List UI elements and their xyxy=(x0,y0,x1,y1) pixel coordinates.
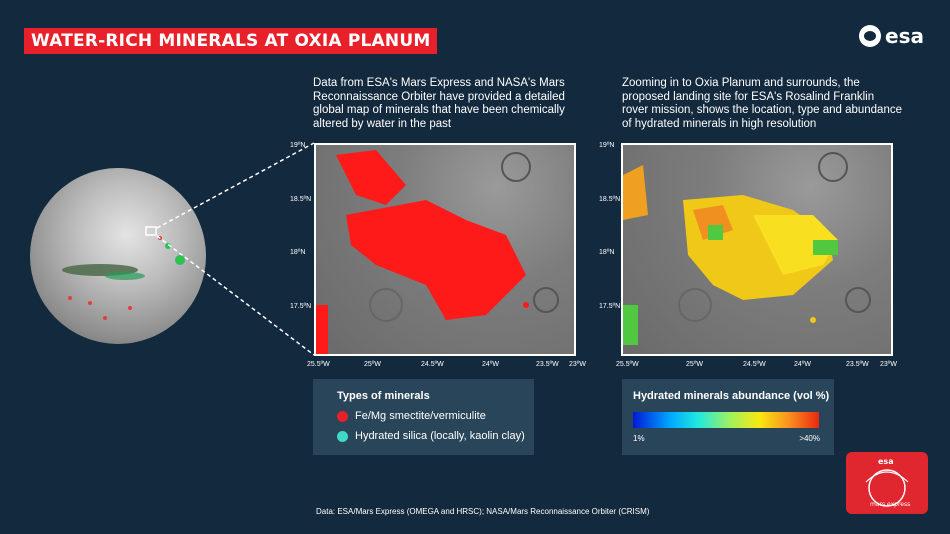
map1-lat-label: 18.5ºN xyxy=(290,196,312,203)
page-title: WATER-RICH MINERALS AT OXIA PLANUM xyxy=(31,31,431,51)
map1-lon-label: 25.5ºW xyxy=(307,361,330,368)
esa-logo-text: esa xyxy=(885,24,924,48)
mineral-types-overlay xyxy=(316,150,559,354)
mars-globe-features xyxy=(62,226,185,320)
badge-mission-text: mars express xyxy=(870,501,910,508)
mars-express-badge: esa mars express xyxy=(846,452,928,514)
map1-lat-label: 18ºN xyxy=(290,249,306,256)
map2-lon-label: 25ºW xyxy=(686,361,703,368)
map2-lat-label: 18ºN xyxy=(599,249,615,256)
mineral-abundance-map xyxy=(621,143,893,356)
scale-min-label: 1% xyxy=(633,434,645,443)
map2-lon-label: 23.5ºW xyxy=(846,361,869,368)
mineral-types-legend: Types of minerals Fe/Mg smectite/vermicu… xyxy=(313,379,534,455)
legend-types-heading: Types of minerals xyxy=(337,390,430,402)
data-credit: Data: ESA/Mars Express (OMEGA and HRSC);… xyxy=(316,507,650,516)
map2-lon-label: 24.5ºW xyxy=(743,361,766,368)
legend-item: Fe/Mg smectite/vermiculite xyxy=(337,410,486,422)
map1-lat-label: 17.5ºN xyxy=(290,303,312,310)
mineral-types-map xyxy=(314,143,576,356)
smectite-swatch xyxy=(337,410,348,422)
abundance-legend: Hydrated minerals abundance (vol %) 1% >… xyxy=(622,379,834,455)
map2-lat-label: 19ºN xyxy=(599,142,615,149)
silica-swatch xyxy=(337,430,348,442)
map1-lon-label: 25ºW xyxy=(364,361,381,368)
map1-lat-label: 19ºN xyxy=(290,142,306,149)
legend-abundance-heading: Hydrated minerals abundance (vol %) xyxy=(633,390,830,402)
map1-lon-label: 23.5ºW xyxy=(536,361,559,368)
description-right: Zooming in to Oxia Planum and surrounds,… xyxy=(622,77,902,130)
legend-item-label: Fe/Mg smectite/vermiculite xyxy=(355,410,486,422)
title-banner: WATER-RICH MINERALS AT OXIA PLANUM xyxy=(24,28,438,54)
badge-logo-text: esa xyxy=(878,457,894,466)
map1-lon-label: 24ºW xyxy=(482,361,499,368)
map2-lat-label: 17.5ºN xyxy=(599,303,621,310)
description-left: Data from ESA's Mars Express and NASA's … xyxy=(313,77,565,130)
map2-lon-label: 23ºW xyxy=(880,361,897,368)
mars-express-emblem-icon: esa mars express xyxy=(865,457,910,508)
map1-lon-label: 23ºW xyxy=(569,361,586,368)
scale-max-label: >40% xyxy=(799,434,820,443)
esa-logo-icon xyxy=(859,25,882,47)
map2-lat-label: 18.5ºN xyxy=(599,196,621,203)
mineral-abundance-overlay xyxy=(623,152,871,345)
legend-item-label: Hydrated silica (locally, kaolin clay) xyxy=(355,430,525,442)
abundance-color-scale xyxy=(633,412,819,428)
mars-globe-image xyxy=(30,168,206,344)
map1-lon-label: 24.5ºW xyxy=(421,361,444,368)
map2-lon-label: 24ºW xyxy=(794,361,811,368)
legend-item: Hydrated silica (locally, kaolin clay) xyxy=(337,430,525,442)
esa-logo: esa xyxy=(859,24,924,48)
map2-lon-label: 25.5ºW xyxy=(616,361,639,368)
